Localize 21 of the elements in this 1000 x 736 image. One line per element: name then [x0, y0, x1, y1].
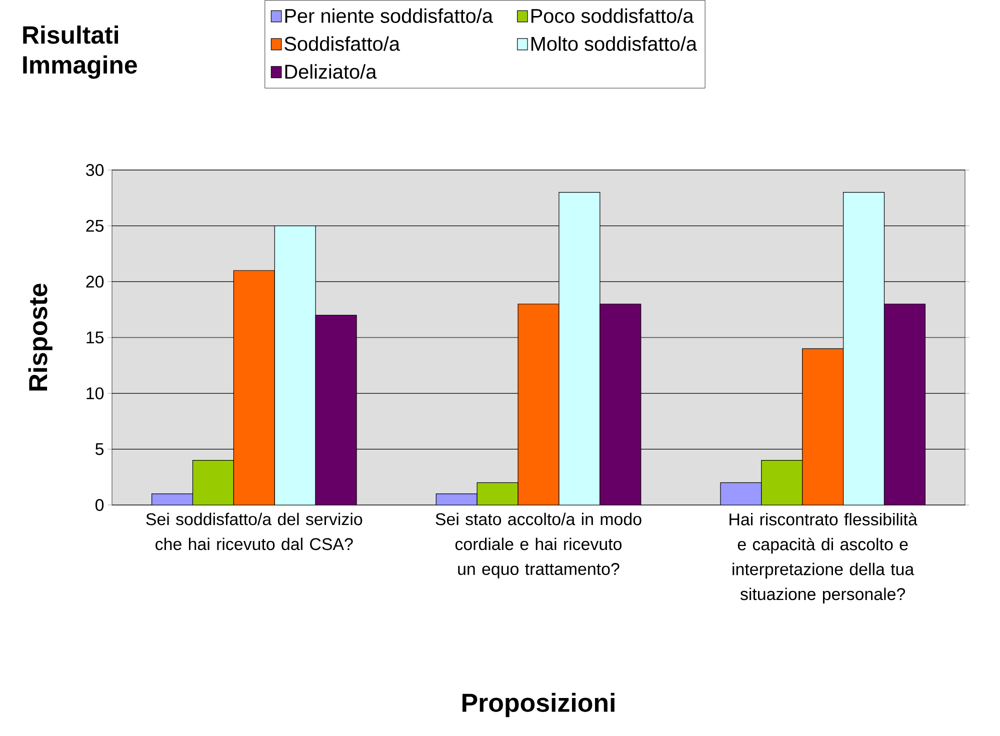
y-tick-label: 30 [86, 164, 104, 176]
bar [315, 314, 357, 506]
legend-label: Molto soddisfatto/a [531, 36, 698, 51]
x-tick-label: Sei soddisfatto/a del servizio che hai ricevuto dal CSA? [146, 512, 362, 550]
y-tick-label: 25 [86, 220, 104, 232]
y-tick-label: 0 [95, 499, 104, 512]
x-tick-label: Sei stato accolto/a in modo cordiale e hai ricevuto un equo trattamento? [436, 512, 642, 578]
bar [884, 304, 926, 506]
y-tick-label: 15 [86, 332, 104, 344]
legend-label: Per niente soddisfatto/a [285, 8, 493, 23]
chart-title: Risultati Immagine [23, 26, 137, 79]
y-axis-title: Risposte [28, 284, 52, 390]
legend-label: Deliziato/a [285, 64, 377, 79]
x-tick-label: Hai riscontrato flessibilità e capacità di ascolto e interpretazione della tua situazione personale? [730, 512, 918, 604]
y-tick-label: 20 [86, 276, 104, 288]
legend-label: Poco soddisfatto/a [531, 8, 694, 23]
y-tick-label: 10 [86, 387, 104, 400]
bar [600, 304, 642, 506]
legend-label: Soddisfatto/a [284, 36, 400, 51]
y-tick-label: 5 [95, 443, 104, 456]
x-axis-title: Proposizioni [462, 692, 614, 718]
